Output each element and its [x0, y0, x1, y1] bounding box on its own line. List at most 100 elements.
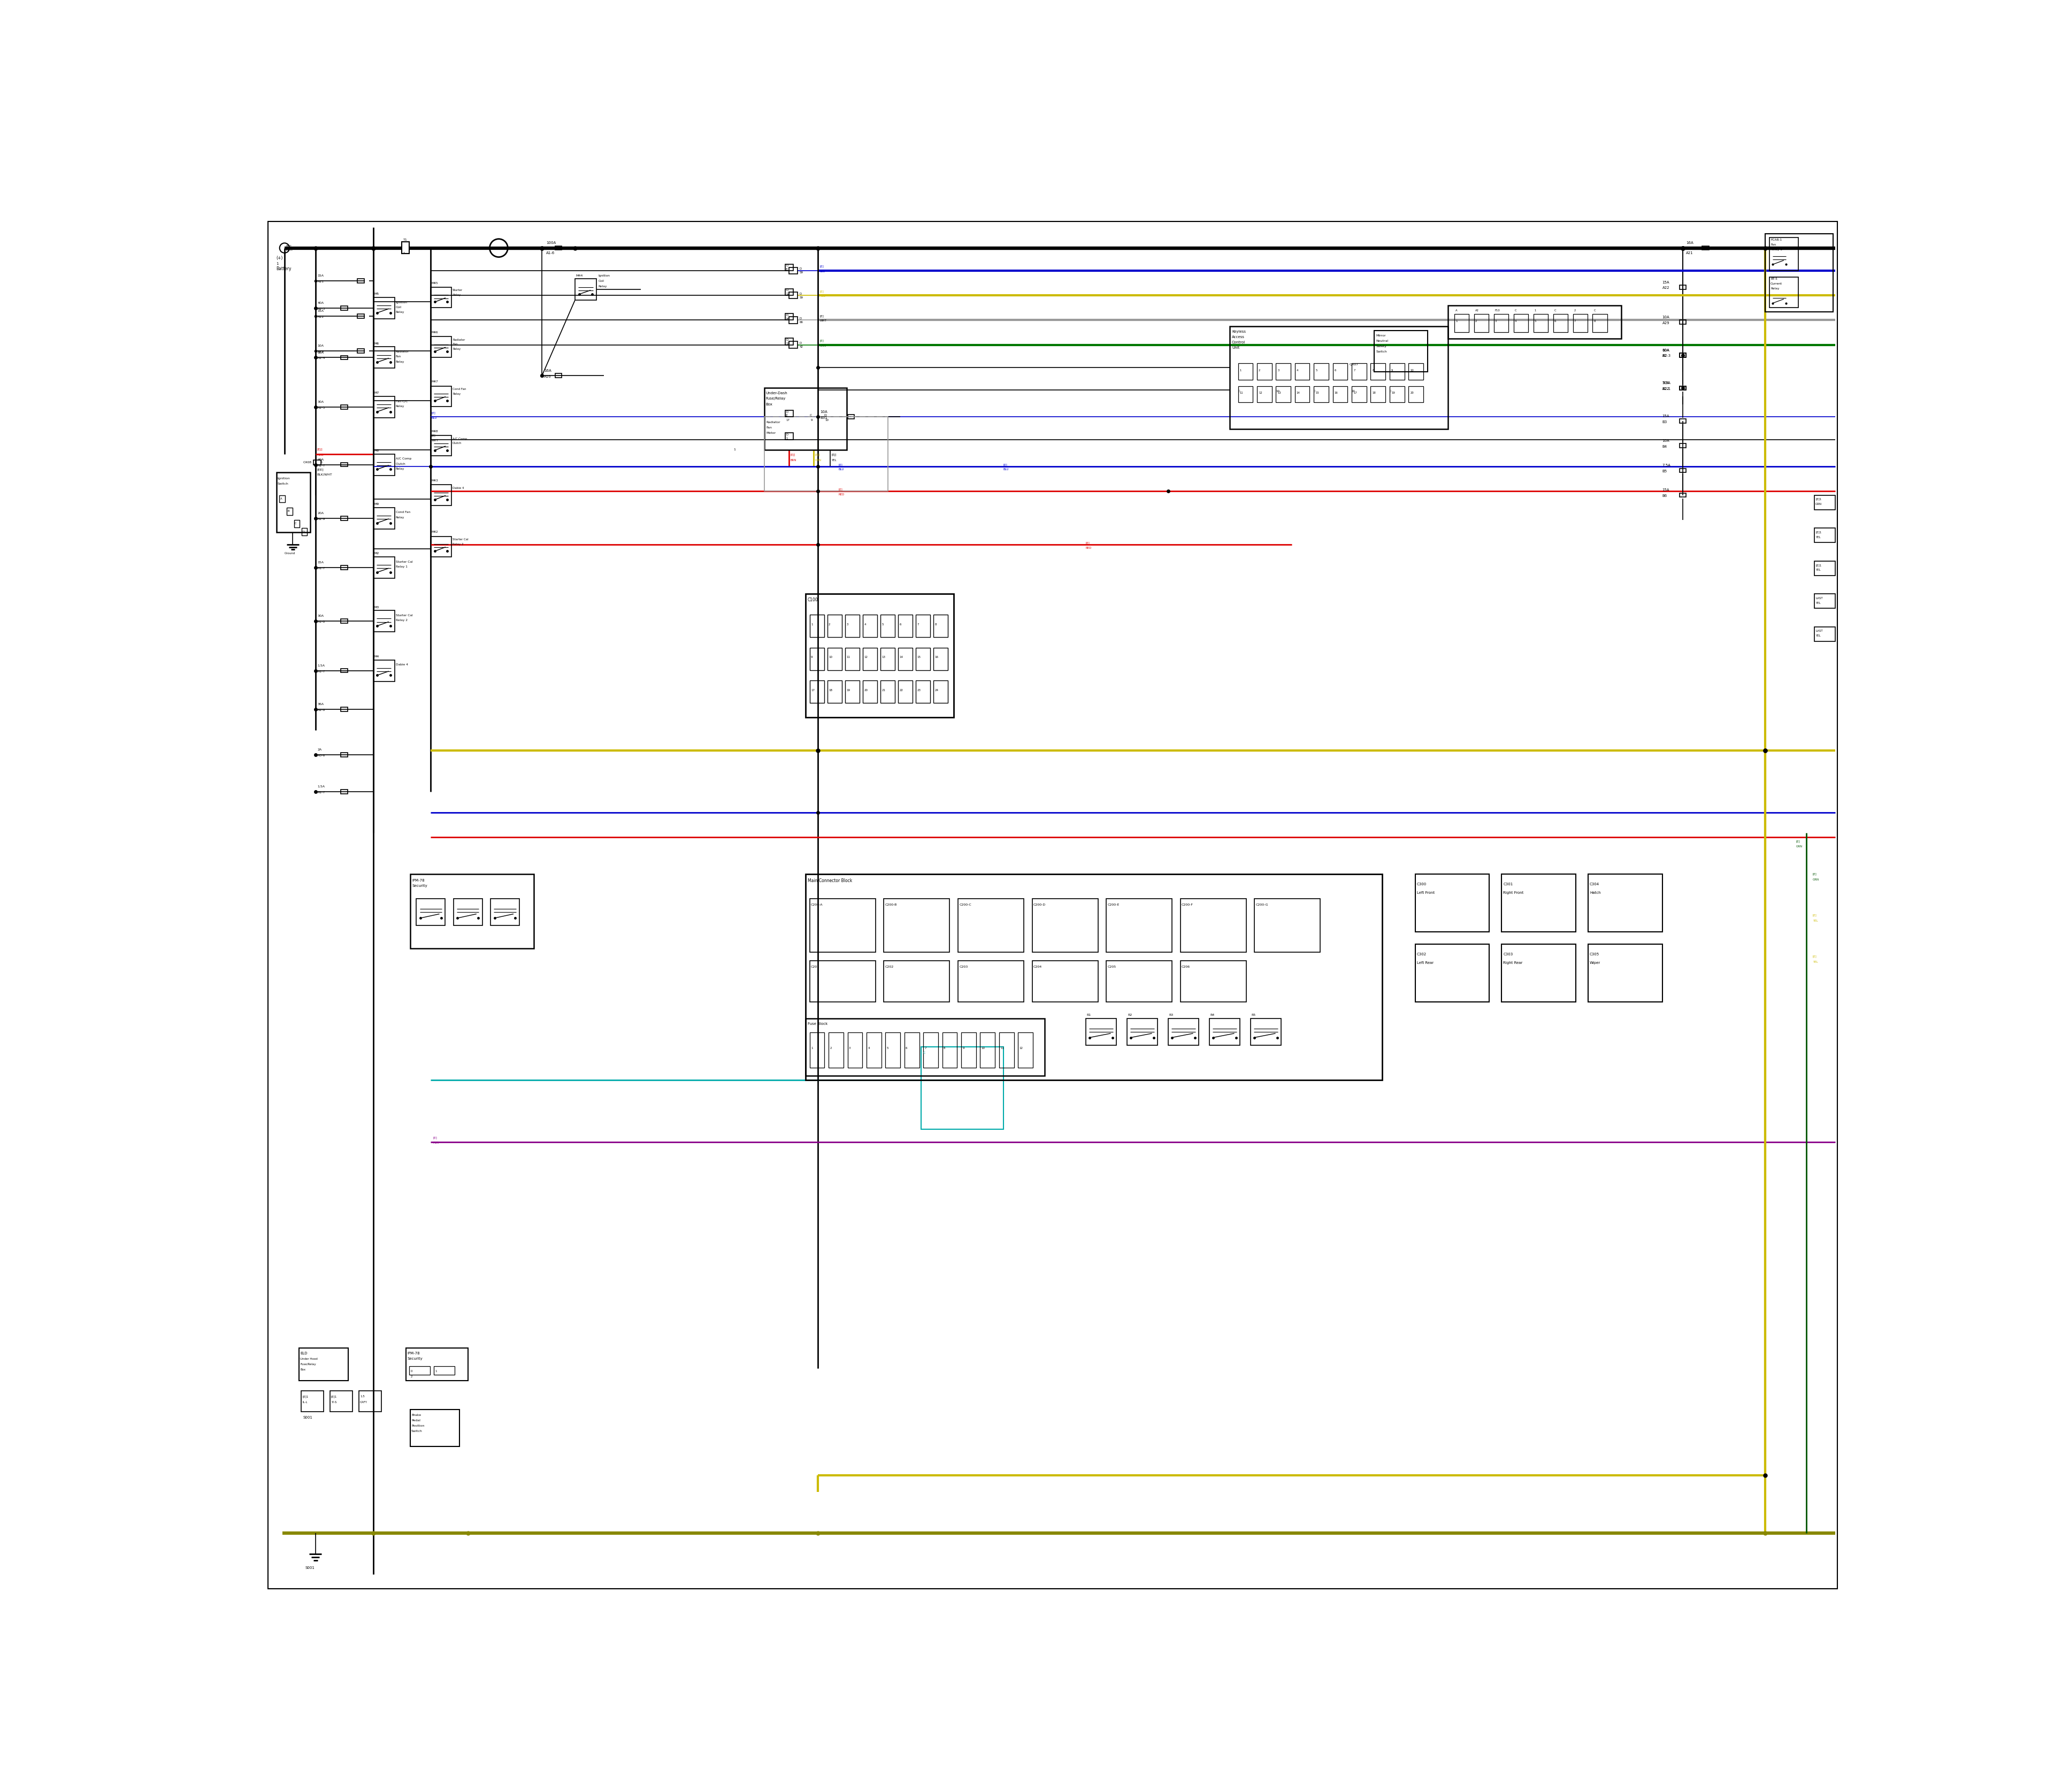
Bar — [1588, 944, 1662, 1002]
Bar — [331, 1391, 353, 1412]
Bar — [1294, 364, 1310, 380]
Text: C300: C300 — [1417, 883, 1428, 885]
Bar — [1239, 385, 1253, 403]
Text: [E]1: [E]1 — [1816, 498, 1822, 500]
Bar — [1680, 285, 1686, 289]
Text: A16: A16 — [544, 375, 550, 378]
Bar — [411, 1410, 460, 1446]
Bar — [863, 615, 877, 638]
Text: A21: A21 — [318, 280, 325, 283]
Text: Fuse/Relay: Fuse/Relay — [300, 1364, 316, 1366]
Text: RED: RED — [316, 453, 325, 457]
Text: D: D — [787, 314, 789, 317]
Text: 11: 11 — [846, 656, 850, 659]
Bar — [1370, 364, 1386, 380]
Text: C200-B: C200-B — [885, 903, 898, 907]
Text: Right Rear: Right Rear — [1504, 961, 1522, 964]
Text: C200-C: C200-C — [959, 903, 972, 907]
Text: C408: C408 — [304, 461, 312, 464]
Text: Relay: Relay — [598, 285, 608, 289]
Text: YEL: YEL — [1816, 602, 1820, 604]
Text: Current: Current — [1771, 283, 1783, 285]
Bar — [867, 1032, 881, 1068]
Bar — [341, 753, 347, 756]
Bar — [1276, 385, 1290, 403]
Text: Box: Box — [300, 1369, 306, 1371]
Text: 1.5A: 1.5A — [318, 665, 325, 667]
Bar — [1448, 306, 1621, 339]
Text: [EJ]: [EJ] — [791, 453, 795, 457]
Text: IPM-78: IPM-78 — [413, 878, 425, 882]
Text: YEL: YEL — [832, 459, 836, 462]
Text: 20A: 20A — [318, 513, 325, 514]
Text: Relay: Relay — [452, 392, 460, 396]
Text: A/C Comp: A/C Comp — [452, 437, 466, 441]
Text: 2A: 2A — [318, 749, 322, 751]
Bar — [844, 647, 859, 670]
Text: [E]: [E] — [431, 412, 435, 414]
Text: GRN: GRN — [1795, 846, 1803, 848]
Bar — [809, 1032, 824, 1068]
Text: [E]1: [E]1 — [1816, 564, 1822, 566]
Text: M42: M42 — [431, 530, 438, 534]
Text: [E]: [E] — [1812, 914, 1816, 916]
Text: 10: 10 — [1411, 369, 1413, 371]
Text: Wiper: Wiper — [1590, 961, 1600, 964]
Bar — [374, 507, 394, 529]
Text: 15A: 15A — [318, 561, 325, 564]
Bar — [1128, 1018, 1158, 1045]
Text: [E]1: [E]1 — [331, 1394, 337, 1398]
Bar — [433, 1366, 454, 1374]
Bar — [1764, 233, 1832, 312]
Bar — [431, 385, 452, 407]
Bar — [789, 292, 797, 299]
Text: [E]: [E] — [1795, 840, 1799, 842]
Text: R2: R2 — [1128, 1014, 1132, 1016]
Bar — [881, 647, 896, 670]
Text: R5: R5 — [1251, 1014, 1255, 1016]
Text: M7: M7 — [374, 392, 378, 394]
Text: GRN: GRN — [1812, 878, 1820, 880]
Text: 11: 11 — [1000, 1047, 1004, 1050]
Bar — [1391, 385, 1405, 403]
Bar — [1592, 314, 1608, 333]
Text: M47: M47 — [431, 380, 438, 383]
Text: Main Connector Block: Main Connector Block — [807, 878, 852, 883]
Bar — [1768, 276, 1797, 308]
Text: 59: 59 — [799, 271, 803, 274]
Text: Relay 1: Relay 1 — [396, 566, 407, 568]
Text: GRN: GRN — [820, 344, 826, 348]
Bar — [1680, 353, 1686, 357]
Bar — [828, 615, 842, 638]
Text: F10: F10 — [1495, 310, 1499, 312]
Text: A2-4: A2-4 — [318, 357, 325, 360]
Text: Coil: Coil — [598, 280, 604, 283]
Bar — [1019, 1032, 1033, 1068]
Text: 15A: 15A — [1662, 414, 1670, 418]
Bar — [1501, 944, 1575, 1002]
Bar — [1680, 468, 1686, 473]
Text: C: C — [922, 1052, 924, 1054]
Text: M5: M5 — [374, 292, 378, 296]
Text: M46: M46 — [431, 332, 438, 333]
Text: 1.5A: 1.5A — [318, 785, 325, 788]
Text: GRN: GRN — [1816, 504, 1822, 505]
Text: B22: B22 — [1662, 387, 1670, 391]
Text: BLK/WHT: BLK/WHT — [316, 473, 333, 477]
Bar — [431, 287, 452, 308]
Text: B31: B31 — [820, 416, 828, 419]
Bar — [1680, 385, 1686, 391]
Text: [E]1: [E]1 — [1816, 530, 1822, 534]
Bar — [1107, 900, 1173, 952]
Bar — [828, 647, 842, 670]
Text: C203: C203 — [959, 966, 967, 968]
Bar — [314, 461, 320, 466]
Text: CAFY: CAFY — [359, 1401, 368, 1403]
Text: 14: 14 — [1296, 392, 1300, 394]
Text: Relay 1: Relay 1 — [1771, 249, 1783, 251]
Bar — [1370, 385, 1386, 403]
Text: R3: R3 — [1169, 1014, 1173, 1016]
Bar — [1333, 364, 1347, 380]
Bar — [805, 874, 1382, 1081]
Bar — [844, 681, 859, 702]
